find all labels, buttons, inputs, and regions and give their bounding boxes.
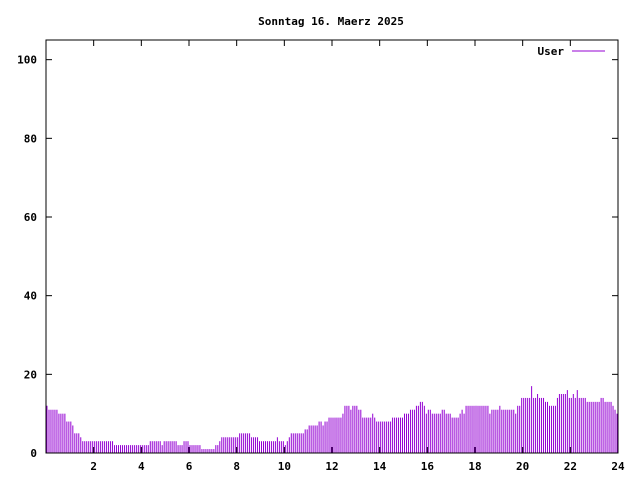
x-tick-label: 24 <box>611 460 625 473</box>
x-tick-label: 6 <box>186 460 193 473</box>
chart-title: Sonntag 16. Maerz 2025 <box>258 15 404 28</box>
x-tick-label: 20 <box>516 460 529 473</box>
x-tick-label: 22 <box>564 460 577 473</box>
x-tick-label: 12 <box>325 460 338 473</box>
y-tick-label: 80 <box>24 132 37 145</box>
x-tick-label: 2 <box>90 460 97 473</box>
x-tick-label: 16 <box>421 460 435 473</box>
plot-frame <box>45 39 619 454</box>
y-tick-label: 40 <box>24 290 37 303</box>
legend-label-user: User <box>538 45 565 58</box>
legend: User <box>538 45 605 58</box>
y-tick-label: 0 <box>30 447 37 460</box>
bar-series-user <box>46 386 618 453</box>
x-tick-label: 4 <box>138 460 145 473</box>
x-tick-label: 8 <box>233 460 240 473</box>
x-tick-label: 14 <box>373 460 387 473</box>
y-tick-label: 100 <box>17 54 37 67</box>
x-tick-label: 10 <box>278 460 291 473</box>
y-tick-label: 60 <box>24 211 37 224</box>
y-tick-label: 20 <box>24 368 37 381</box>
x-tick-label: 18 <box>468 460 481 473</box>
